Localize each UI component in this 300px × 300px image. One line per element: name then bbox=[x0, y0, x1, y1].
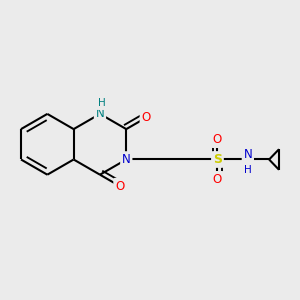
Text: O: O bbox=[213, 133, 222, 146]
Text: O: O bbox=[141, 111, 151, 124]
Text: S: S bbox=[213, 153, 222, 166]
Text: H: H bbox=[244, 165, 252, 175]
Text: O: O bbox=[213, 173, 222, 186]
Text: N: N bbox=[96, 107, 104, 120]
Text: N: N bbox=[244, 148, 252, 161]
Text: H: H bbox=[98, 98, 105, 108]
Text: O: O bbox=[115, 180, 124, 193]
Text: N: N bbox=[122, 153, 131, 166]
